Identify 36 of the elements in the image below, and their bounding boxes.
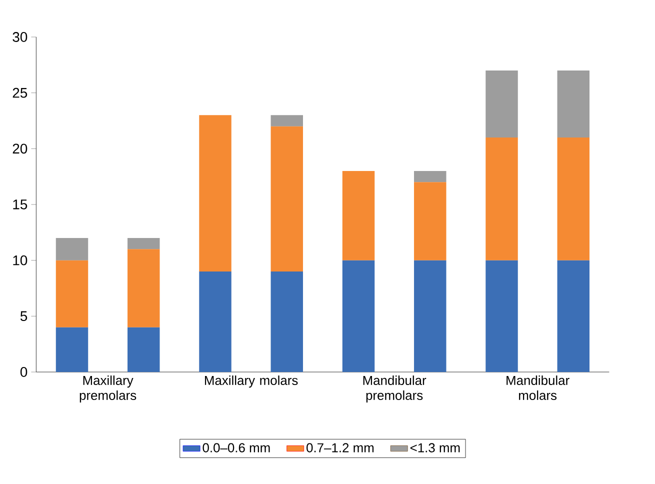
bar [557,260,590,372]
bar [486,260,518,372]
x-tick-label: Mandibular premolars [363,376,426,403]
legend-label: <1.3 mm [410,443,460,452]
y-tick-label: 15 [13,200,28,210]
bar [199,115,232,272]
bar [486,137,518,260]
bar [342,171,375,260]
y-tick-label: 5 [20,311,28,322]
bar [270,272,303,372]
bar [414,171,446,182]
bar [128,249,160,328]
bar [128,238,160,250]
bar [270,126,303,272]
bar [342,260,375,372]
bar [486,70,518,138]
bar [199,272,232,372]
bar [56,327,88,372]
y-tick-label: 20 [12,144,28,154]
bar [270,115,303,126]
bar [557,137,590,260]
bar [414,260,446,372]
y-tick-label: 25 [12,88,28,98]
bar [557,70,590,138]
bar [56,260,88,328]
bar [128,327,160,372]
bar [56,238,88,260]
legend-label: 0.0–0.6 mm [202,443,270,452]
x-tick-label: Mandibular molars [506,376,570,400]
x-tick-label: Maxillary premolars [80,376,136,403]
legend-label: 0.7–1.2 mm [306,443,374,452]
y-tick-label: 10 [13,255,28,266]
bar [414,182,446,260]
y-tick-label: 0 [20,367,28,377]
y-tick-label: 30 [12,32,28,42]
x-tick-label: Maxillary molars [204,376,298,388]
